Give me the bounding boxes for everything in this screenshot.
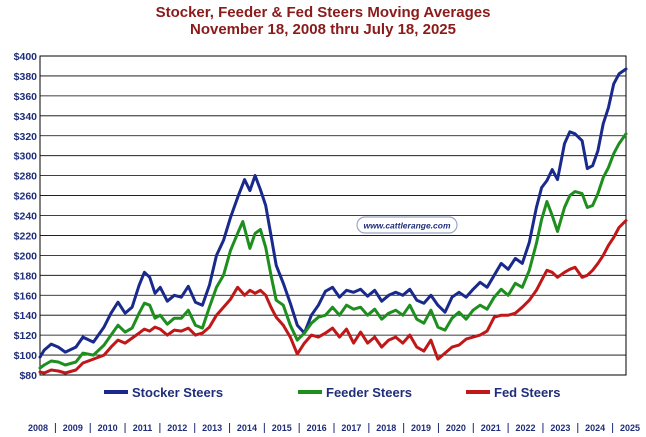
y-tick-label: $260 — [14, 191, 38, 203]
y-tick-label: $200 — [14, 250, 38, 262]
y-tick-label: $360 — [14, 91, 38, 103]
grid-lines — [39, 55, 627, 376]
series-lines — [38, 67, 628, 375]
y-tick-label: $340 — [14, 111, 38, 123]
x-tick-label: 2022 — [516, 423, 536, 433]
y-tick-label: $300 — [14, 151, 38, 163]
x-tick-label: 2025 — [620, 423, 640, 433]
x-tick-label: 2016 — [307, 423, 327, 433]
y-tick-label: $120 — [14, 330, 38, 342]
x-tick-label: 2019 — [411, 423, 431, 433]
x-tick-label: 2015 — [272, 423, 292, 433]
chart-title: Stocker, Feeder & Fed Steers Moving Aver… — [155, 4, 491, 21]
legend-label-feeder: Feeder Steers — [326, 385, 412, 400]
y-axis-ticks: $400 $380 $360 $340 $320 $300 $280 $260 $240 $220… — [14, 51, 38, 382]
legend-label-fed: Fed Steers — [494, 385, 560, 400]
x-tick-label: 2013 — [202, 423, 222, 433]
y-tick-label: $140 — [14, 310, 38, 322]
x-tick-label: 2018 — [376, 423, 396, 433]
x-axis-ticks: 2008 2009 2010 2011 2012 2013 2014 2015 2016 2017… — [28, 423, 640, 433]
y-tick-label: $240 — [14, 211, 38, 223]
y-tick-label: $100 — [14, 350, 38, 362]
y-tick-label: $400 — [14, 51, 38, 63]
x-tick-label: 2011 — [133, 423, 153, 433]
x-tick-label: 2020 — [446, 423, 466, 433]
x-tick-label: 2024 — [585, 423, 605, 433]
series-line-stocker — [38, 67, 628, 359]
x-tick-label: 2008 — [28, 423, 48, 433]
watermark-badge: www.cattlerange.com — [356, 216, 458, 234]
x-tick-label: 2012 — [167, 423, 187, 433]
y-tick-label: $280 — [14, 171, 38, 183]
x-tick-label: 2009 — [63, 423, 83, 433]
x-tick-label: 2021 — [481, 423, 501, 433]
y-tick-label: $180 — [14, 270, 38, 282]
watermark-text: www.cattlerange.com — [363, 221, 451, 231]
legend: Stocker Steers Feeder Steers Fed Steers — [104, 385, 560, 400]
series-line-fed — [38, 219, 628, 375]
y-tick-label: $80 — [19, 370, 37, 382]
x-tick-label: 2023 — [550, 423, 570, 433]
x-tick-label: 2010 — [98, 423, 118, 433]
y-tick-label: $220 — [14, 230, 38, 242]
y-tick-label: $380 — [14, 71, 38, 83]
legend-label-stocker: Stocker Steers — [132, 385, 223, 400]
series-line-feeder — [38, 132, 628, 370]
y-tick-label: $320 — [14, 131, 38, 143]
chart-subtitle: November 18, 2008 thru July 18, 2025 — [190, 21, 456, 38]
x-tick-label: 2014 — [237, 423, 257, 433]
y-tick-label: $160 — [14, 290, 38, 302]
x-tick-label: 2017 — [341, 423, 361, 433]
